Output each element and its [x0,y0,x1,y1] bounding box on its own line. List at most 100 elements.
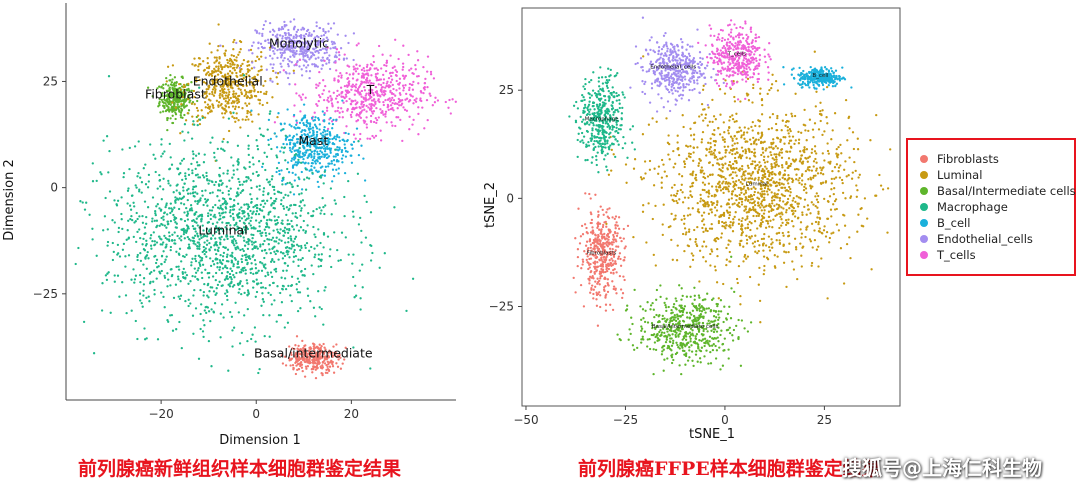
point [283,20,286,24]
point [261,298,265,301]
point [264,286,267,290]
point [266,193,270,196]
point [217,65,220,68]
point [314,376,318,380]
point [341,99,344,102]
point [328,90,331,93]
point [454,100,457,103]
point [169,245,173,249]
point [281,176,285,180]
point [319,241,322,245]
point [283,262,286,265]
point [312,365,315,368]
point [130,278,133,281]
point [227,260,230,263]
point [248,102,251,105]
point [198,122,202,126]
point [350,115,353,119]
point [584,192,587,195]
point [194,254,197,258]
point [152,231,155,234]
point [304,59,307,62]
point [211,136,214,139]
point [342,95,345,99]
point [313,65,317,68]
point [374,117,377,120]
point [288,134,291,137]
point [226,237,229,241]
point [183,113,186,117]
point [294,372,298,376]
point [204,306,207,309]
point [216,283,220,287]
point [397,82,400,86]
point [184,271,187,274]
point [410,67,413,70]
point [368,103,371,106]
point [171,239,174,242]
point [117,230,120,234]
point [288,222,291,226]
point [335,118,338,121]
point [307,135,310,138]
point [180,239,183,242]
point [139,176,142,179]
point [741,165,744,168]
point [333,199,336,202]
point [370,105,373,108]
point [303,204,306,207]
point [246,110,250,113]
point [271,28,275,31]
point [185,229,189,232]
point [261,165,264,169]
point [145,239,148,242]
point [340,107,343,110]
point [257,79,260,82]
point [260,50,263,54]
point [286,167,289,171]
point [126,189,130,192]
point [260,304,263,307]
point [249,91,252,94]
point [165,243,168,246]
point [297,229,301,232]
point [614,215,618,218]
point [231,86,234,89]
point [142,283,146,286]
point [333,163,336,167]
point [352,32,356,35]
point [190,261,193,264]
point [285,143,289,146]
point [267,41,270,44]
point [261,292,264,295]
point [269,197,273,200]
point [116,274,120,277]
point [203,309,206,312]
point [264,168,267,172]
point [291,364,295,367]
point [594,234,597,237]
point [385,82,388,85]
point [317,41,320,45]
point [183,237,186,240]
point [348,80,351,83]
point [292,193,296,196]
point [245,75,248,78]
point [232,273,235,277]
point [323,113,326,116]
point [401,84,405,87]
point [232,169,235,172]
point [373,104,376,107]
point [224,211,227,214]
point [236,64,240,67]
point [140,191,143,194]
point [160,216,163,220]
point [166,93,169,96]
point [217,67,220,70]
point [235,80,238,83]
point [647,202,650,205]
point [751,160,754,163]
point [308,70,312,73]
point [193,64,196,67]
point [313,48,316,51]
